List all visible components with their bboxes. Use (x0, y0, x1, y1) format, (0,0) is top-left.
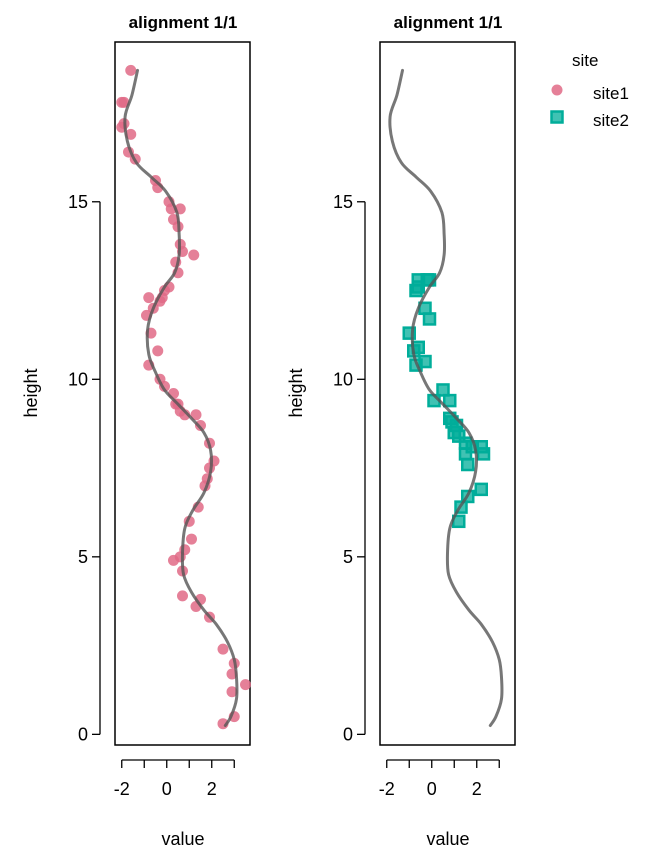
alignment-curve (123, 68, 239, 727)
y-tick-label: 0 (78, 724, 88, 744)
data-point-site1 (125, 128, 137, 140)
data-point-site2 (443, 393, 457, 408)
data-point-site1 (226, 686, 238, 698)
x-axis: -2 0 2 (379, 759, 500, 799)
data-point-site1 (177, 590, 188, 602)
data-point-site2 (474, 482, 488, 497)
legend: site site1 site2 (550, 51, 629, 130)
x-axis-label: value (161, 829, 204, 849)
data-point-site2 (458, 447, 473, 461)
y-tick-label: 10 (68, 369, 88, 389)
panel-site2: alignment 1/1 -2 0 2 0 5 10 15 value height (286, 13, 516, 849)
plot-content (116, 64, 251, 730)
legend-label-site1: site1 (593, 84, 629, 103)
legend-marker-site2 (550, 110, 564, 124)
data-point-site1 (116, 96, 128, 108)
data-point-site1 (143, 292, 155, 304)
panel-title: alignment 1/1 (394, 13, 503, 32)
data-point-site1 (152, 345, 164, 357)
alignment-curve (388, 68, 504, 727)
y-tick-label: 15 (333, 192, 353, 212)
data-point-site1 (168, 554, 179, 566)
data-point-site1 (240, 679, 251, 691)
legend-label-site2: site2 (593, 111, 629, 130)
x-tick-label: -2 (379, 779, 395, 799)
y-tick-label: 10 (333, 369, 353, 389)
legend-title: site (572, 51, 598, 70)
data-point-site2 (436, 383, 450, 397)
x-tick-label: 0 (162, 779, 172, 799)
y-axis-label: height (286, 368, 306, 417)
data-point-site1 (217, 643, 229, 655)
x-tick-label: -2 (114, 779, 130, 799)
x-axis: -2 0 2 (114, 759, 235, 799)
y-axis: 0 5 10 15 (333, 192, 366, 744)
panel-title: alignment 1/1 (129, 13, 238, 32)
panel-site1: alignment 1/1 -2 0 2 0 5 10 15 value height (21, 13, 251, 849)
legend-marker-site1 (551, 84, 563, 96)
y-tick-label: 0 (343, 724, 353, 744)
data-point-site1 (188, 249, 200, 261)
data-point-site1 (186, 533, 197, 545)
y-tick-label: 5 (78, 547, 88, 567)
x-tick-label: 2 (472, 779, 482, 799)
x-tick-label: 2 (207, 779, 217, 799)
data-point-site2 (409, 283, 423, 298)
x-tick-label: 0 (427, 779, 437, 799)
data-point-site1 (125, 64, 137, 76)
y-tick-label: 15 (68, 192, 88, 212)
data-point-site1 (195, 419, 206, 431)
y-tick-label: 5 (343, 547, 353, 567)
plot-frame (114, 41, 251, 746)
data-point-site1 (190, 409, 202, 421)
data-point-site2 (422, 312, 437, 326)
x-axis-label: value (426, 829, 469, 849)
data-point-site2 (461, 457, 475, 472)
y-axis: 0 5 10 15 (68, 192, 101, 744)
plot-content (388, 68, 504, 727)
data-point-site2 (402, 326, 416, 340)
plot-frame (379, 41, 516, 746)
y-axis-label: height (21, 368, 41, 417)
data-point-site2 (476, 447, 491, 461)
